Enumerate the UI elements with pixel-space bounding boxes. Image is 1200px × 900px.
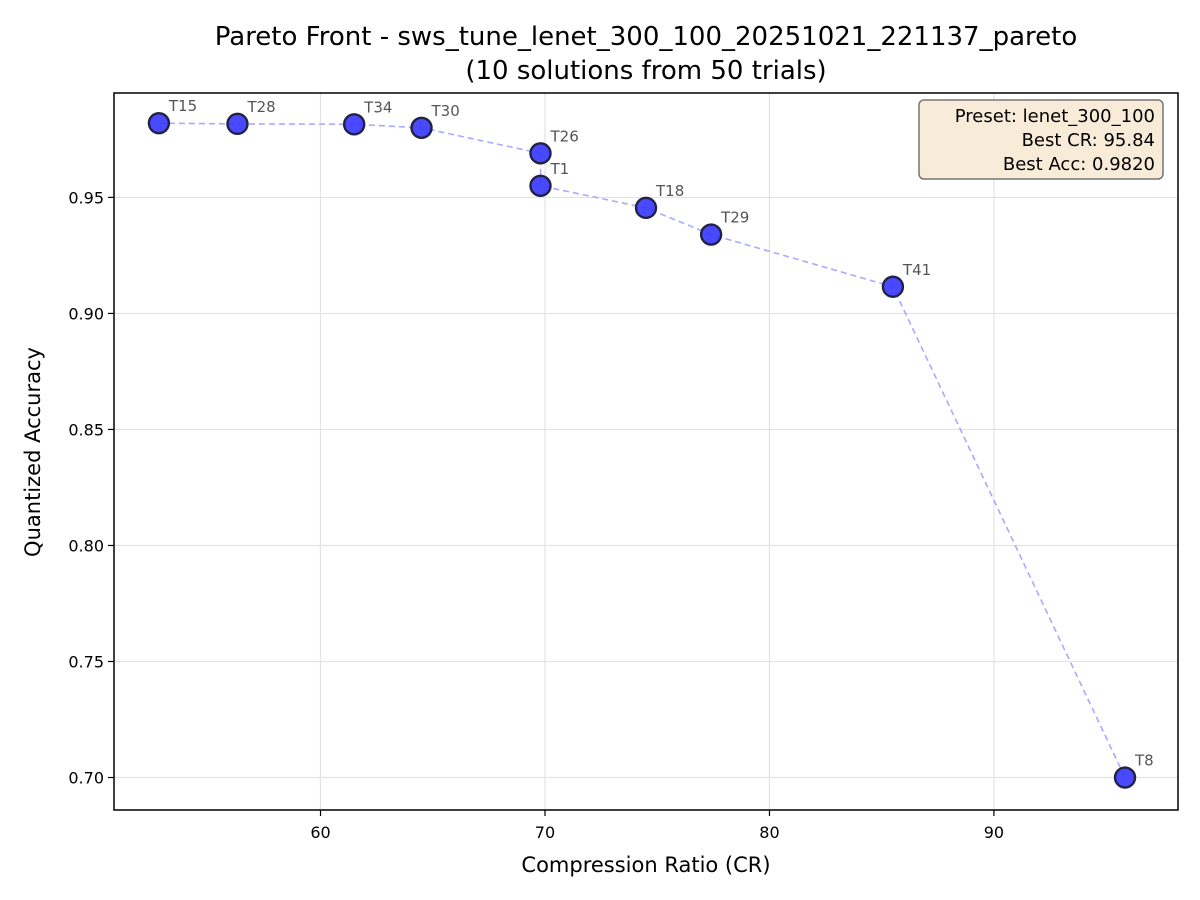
info-box: Preset: lenet_300_100 Best CR: 95.84 Bes… — [918, 99, 1164, 180]
y-axis-label: Quantized Accuracy — [21, 347, 45, 557]
x-axis-ticks: 60 70 80 90 — [310, 810, 1004, 842]
point-labels: T15 T28 T34 T30 T26 T1 T18 T29 T41 T8 — [168, 97, 1154, 769]
info-best-cr: Best CR: 95.84 — [1022, 130, 1155, 151]
data-point-t8 — [1113, 766, 1137, 789]
x-tick-label: 80 — [759, 823, 779, 842]
data-point-t28 — [226, 112, 249, 136]
data-point-t34 — [342, 113, 366, 136]
y-tick-label: 0.75 — [68, 652, 104, 671]
x-tick-label: 70 — [535, 823, 555, 842]
info-best-acc: Best Acc: 0.9820 — [1003, 154, 1155, 175]
point-label-t18: T18 — [655, 182, 684, 200]
info-preset: Preset: lenet_300_100 — [955, 106, 1155, 127]
data-point-t1 — [529, 174, 552, 198]
chart-subtitle: (10 solutions from 50 trials) — [465, 56, 826, 86]
data-points — [147, 111, 1137, 789]
data-point-t26 — [529, 142, 552, 165]
point-label-t30: T30 — [431, 102, 460, 120]
point-label-t26: T26 — [549, 127, 578, 145]
grid-lines — [114, 93, 1178, 810]
point-label-t1: T1 — [549, 160, 569, 178]
data-point-t41 — [881, 275, 905, 298]
y-tick-label: 0.80 — [68, 536, 104, 555]
point-label-t29: T29 — [720, 209, 749, 227]
point-label-t15: T15 — [168, 97, 197, 115]
y-tick-label: 0.85 — [68, 420, 104, 439]
pareto-line — [158, 122, 1126, 778]
plot-area-frame — [113, 92, 1179, 811]
y-tick-label: 0.90 — [68, 304, 104, 323]
data-point-t30 — [410, 116, 433, 140]
pareto-front-line — [158, 122, 1126, 778]
y-tick-label: 0.70 — [68, 769, 104, 788]
y-tick-label: 0.95 — [68, 188, 104, 207]
info-box-background — [918, 99, 1164, 180]
x-tick-label: 60 — [310, 823, 330, 842]
data-point-t15 — [147, 111, 171, 135]
data-point-t18 — [634, 196, 658, 220]
x-tick-label: 90 — [984, 823, 1004, 842]
data-point-t29 — [699, 223, 723, 246]
y-axis-ticks: 0.70 0.75 0.80 0.85 0.90 0.95 — [68, 188, 114, 788]
point-label-t8: T8 — [1134, 752, 1154, 770]
chart-title: Pareto Front - sws_tune_lenet_300_100_20… — [215, 22, 1077, 52]
point-label-t34: T34 — [363, 98, 392, 116]
point-label-t28: T28 — [246, 98, 275, 116]
point-label-t41: T41 — [902, 261, 931, 279]
x-axis-label: Compression Ratio (CR) — [521, 853, 770, 877]
